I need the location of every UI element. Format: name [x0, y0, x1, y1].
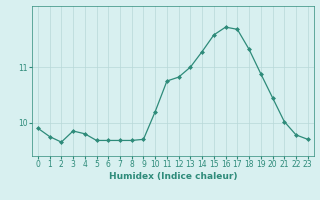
X-axis label: Humidex (Indice chaleur): Humidex (Indice chaleur)	[108, 172, 237, 181]
